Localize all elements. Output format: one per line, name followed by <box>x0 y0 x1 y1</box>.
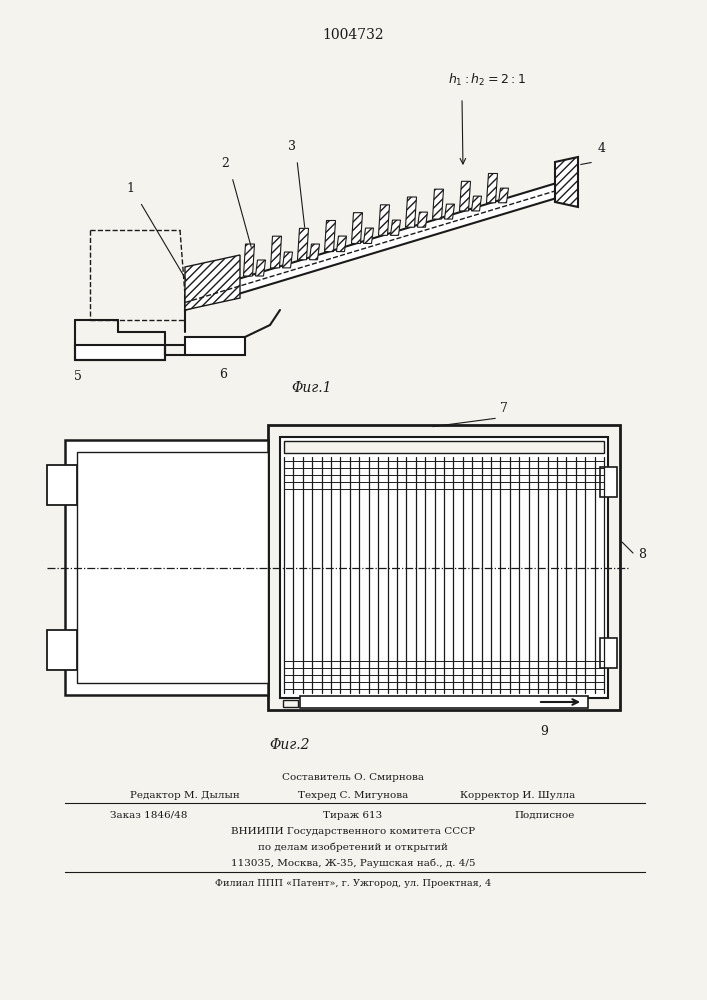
Text: Редактор М. Дылын: Редактор М. Дылын <box>130 791 240 800</box>
Polygon shape <box>390 220 400 235</box>
Polygon shape <box>280 437 608 698</box>
Text: 2: 2 <box>221 157 229 170</box>
Text: по делам изобретений и открытий: по делам изобретений и открытий <box>258 842 448 852</box>
Text: Заказ 1846/48: Заказ 1846/48 <box>110 811 187 820</box>
Polygon shape <box>268 425 620 710</box>
Text: 7: 7 <box>500 402 508 415</box>
Polygon shape <box>65 440 268 695</box>
Polygon shape <box>185 337 245 355</box>
Polygon shape <box>77 452 268 683</box>
Text: ВНИИПИ Государственного комитета СССР: ВНИИПИ Государственного комитета СССР <box>231 827 475 836</box>
Polygon shape <box>378 205 390 235</box>
Polygon shape <box>243 244 255 276</box>
Text: 4: 4 <box>598 142 606 155</box>
Polygon shape <box>555 157 578 207</box>
Polygon shape <box>498 188 508 203</box>
Text: Техред С. Мигунова: Техред С. Мигунова <box>298 791 408 800</box>
Polygon shape <box>406 197 416 227</box>
Text: Составитель О. Смирнова: Составитель О. Смирнова <box>282 773 424 782</box>
Polygon shape <box>445 204 455 219</box>
Polygon shape <box>418 212 428 227</box>
Polygon shape <box>600 467 617 497</box>
Polygon shape <box>363 228 373 243</box>
Polygon shape <box>325 221 336 252</box>
Polygon shape <box>472 196 481 211</box>
Text: Тираж 613: Тираж 613 <box>323 811 382 820</box>
Text: Подписное: Подписное <box>515 811 575 820</box>
Polygon shape <box>486 173 498 203</box>
Text: 8: 8 <box>638 548 646 562</box>
Text: 6: 6 <box>219 368 227 381</box>
Polygon shape <box>337 236 346 252</box>
Polygon shape <box>75 345 165 360</box>
Polygon shape <box>47 465 77 505</box>
Polygon shape <box>433 189 443 219</box>
Text: Φиг.1: Φиг.1 <box>292 381 332 395</box>
Polygon shape <box>351 213 363 243</box>
Polygon shape <box>271 236 281 268</box>
Polygon shape <box>255 260 266 276</box>
Polygon shape <box>310 244 320 260</box>
Polygon shape <box>185 255 240 310</box>
Polygon shape <box>284 441 604 453</box>
Polygon shape <box>460 181 470 211</box>
Polygon shape <box>185 182 560 310</box>
Text: Филиал ППП «Патент», г. Ужгород, ул. Проектная, 4: Филиал ППП «Патент», г. Ужгород, ул. Про… <box>215 879 491 888</box>
Text: 1004732: 1004732 <box>322 28 384 42</box>
Polygon shape <box>47 630 77 670</box>
Text: 1: 1 <box>126 182 134 195</box>
Polygon shape <box>298 228 308 260</box>
Polygon shape <box>600 638 617 668</box>
Text: $h_1:h_2=2:1$: $h_1:h_2=2:1$ <box>448 72 526 88</box>
Text: 3: 3 <box>288 140 296 153</box>
Text: 5: 5 <box>74 370 82 383</box>
Polygon shape <box>300 696 588 708</box>
Text: Φиг.2: Φиг.2 <box>270 738 310 752</box>
Polygon shape <box>284 457 604 693</box>
Text: 9: 9 <box>540 725 548 738</box>
Text: Корректор И. Шулла: Корректор И. Шулла <box>460 791 575 800</box>
Text: 113035, Москва, Ж-35, Раушская наб., д. 4/5: 113035, Москва, Ж-35, Раушская наб., д. … <box>230 858 475 868</box>
Polygon shape <box>283 252 293 268</box>
Polygon shape <box>283 700 298 707</box>
